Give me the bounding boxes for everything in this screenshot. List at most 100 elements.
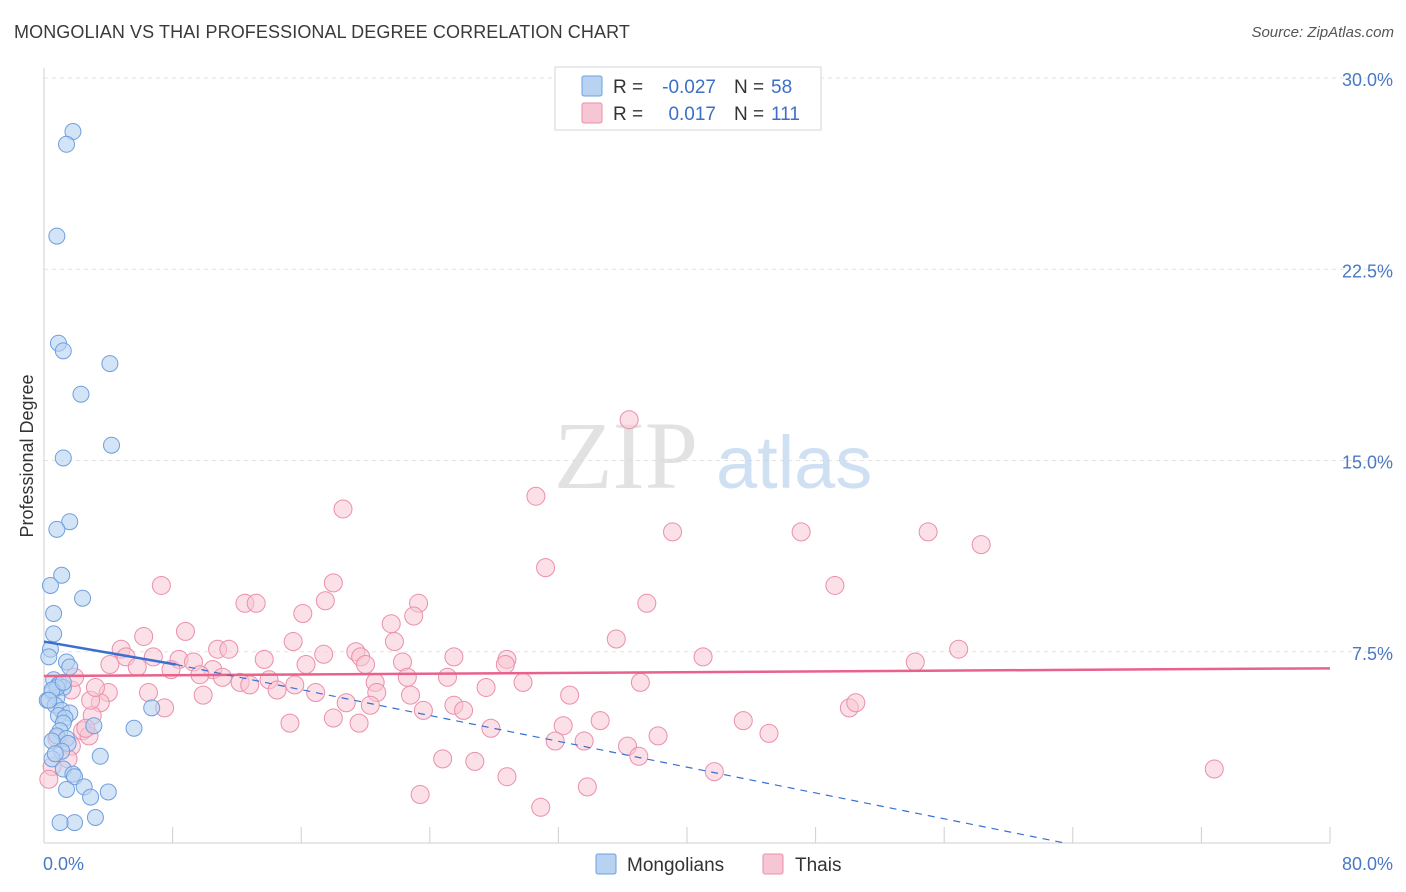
mongolian-point xyxy=(54,673,72,691)
thai-point xyxy=(1204,759,1224,779)
thai-point xyxy=(476,677,496,697)
legend-n-label-mongolians: N = xyxy=(734,77,764,98)
mongolian-trend-dashed xyxy=(175,663,1065,844)
thai-point xyxy=(219,639,239,659)
legend-r-value-thais: 0.017 xyxy=(668,104,716,125)
y-axis-label: Professional Degree xyxy=(17,374,37,537)
thai-point xyxy=(333,499,353,519)
mongolian-point xyxy=(74,589,92,607)
mongolian-point xyxy=(91,747,109,765)
thai-point xyxy=(246,593,266,613)
thai-point xyxy=(151,575,171,595)
mongolian-point xyxy=(82,788,100,806)
thai-point xyxy=(85,677,105,697)
thai-point xyxy=(531,797,551,817)
mongolian-point xyxy=(101,355,119,373)
thai-point xyxy=(704,762,724,782)
thai-point xyxy=(444,647,464,667)
mongolian-point xyxy=(45,625,63,643)
mongolian-point xyxy=(46,745,64,763)
bottom-legend-label-mongolians: Mongolians xyxy=(627,855,724,876)
thai-point xyxy=(127,657,147,677)
thai-point xyxy=(825,575,845,595)
mongolian-point xyxy=(41,576,59,594)
thai-point xyxy=(574,731,594,751)
thai-point xyxy=(401,685,421,705)
series-legend: Mongolians Thais xyxy=(595,853,841,876)
thai-point xyxy=(918,522,938,542)
thai-point xyxy=(138,683,158,703)
thai-point xyxy=(381,614,401,634)
thai-point xyxy=(413,700,433,720)
legend-n-value-thais: 111 xyxy=(771,104,800,125)
y-tick-labels: 7.5% 15.0% 22.5% 30.0% xyxy=(1342,70,1393,664)
thai-point xyxy=(437,667,457,687)
thai-trend-line xyxy=(43,667,1331,678)
thai-point xyxy=(254,649,274,669)
mongolian-point xyxy=(72,385,90,403)
thai-point xyxy=(465,751,485,771)
thai-point xyxy=(134,626,154,646)
thai-point xyxy=(193,685,213,705)
mongolian-point xyxy=(48,227,66,245)
thai-point xyxy=(293,604,313,623)
x-tick-label-min: 0.0% xyxy=(43,854,84,874)
thai-point xyxy=(315,591,335,611)
thai-point xyxy=(404,606,424,626)
thai-point xyxy=(410,785,430,805)
thai-point xyxy=(175,621,195,641)
y-tick-label: 22.5% xyxy=(1342,261,1393,281)
thai-point xyxy=(143,647,163,667)
legend-r-label-thais: R = xyxy=(613,104,643,125)
thai-point xyxy=(590,711,610,731)
correlation-legend: R = -0.027 N = 58 R = 0.017 N = 111 xyxy=(554,66,822,131)
thai-point xyxy=(283,632,303,652)
watermark-atlas: atlas xyxy=(716,421,872,504)
legend-r-value-mongolians: -0.027 xyxy=(662,77,716,98)
mongolian-point xyxy=(40,648,58,666)
mongolian-point xyxy=(51,814,69,832)
thai-point xyxy=(733,711,753,731)
legend-swatch-thais xyxy=(581,102,603,124)
thai-point xyxy=(323,708,343,728)
thai-point xyxy=(905,652,925,672)
thai-point xyxy=(693,647,713,667)
thai-point xyxy=(791,522,811,542)
mongolian-point xyxy=(58,135,76,153)
thai-point xyxy=(846,693,866,713)
mongolian-point xyxy=(86,809,104,826)
grid-layer xyxy=(44,77,1393,653)
thai-point xyxy=(296,655,316,674)
mongolian-point xyxy=(66,814,84,832)
thai-point xyxy=(397,667,417,687)
mongolian-point xyxy=(54,449,72,467)
legend-r-label-mongolians: R = xyxy=(613,77,643,98)
thai-point xyxy=(759,723,779,743)
mongolian-point xyxy=(125,719,143,737)
thai-point xyxy=(619,410,639,430)
thai-point xyxy=(949,639,969,659)
thai-point xyxy=(481,718,501,738)
thai-point xyxy=(577,777,597,797)
mongolian-points xyxy=(38,123,161,832)
thai-point xyxy=(39,769,59,789)
mongolian-point xyxy=(40,691,58,709)
axes-layer xyxy=(43,68,1331,844)
bottom-legend-swatch-mongolians xyxy=(595,853,617,875)
thai-point xyxy=(629,746,649,766)
thai-point xyxy=(280,713,300,733)
thai-point xyxy=(323,573,343,593)
thai-point xyxy=(360,695,380,715)
thai-point xyxy=(433,749,453,769)
mongolian-point xyxy=(61,658,79,676)
bottom-legend-swatch-thais xyxy=(762,853,784,875)
thai-point xyxy=(356,655,375,674)
mongolian-point xyxy=(58,780,76,798)
mongolian-point xyxy=(53,566,71,584)
thai-point xyxy=(971,535,991,555)
thai-point xyxy=(648,726,668,746)
thai-point xyxy=(560,685,580,705)
thai-point xyxy=(349,713,369,733)
watermark: ZIP atlas xyxy=(554,402,872,509)
